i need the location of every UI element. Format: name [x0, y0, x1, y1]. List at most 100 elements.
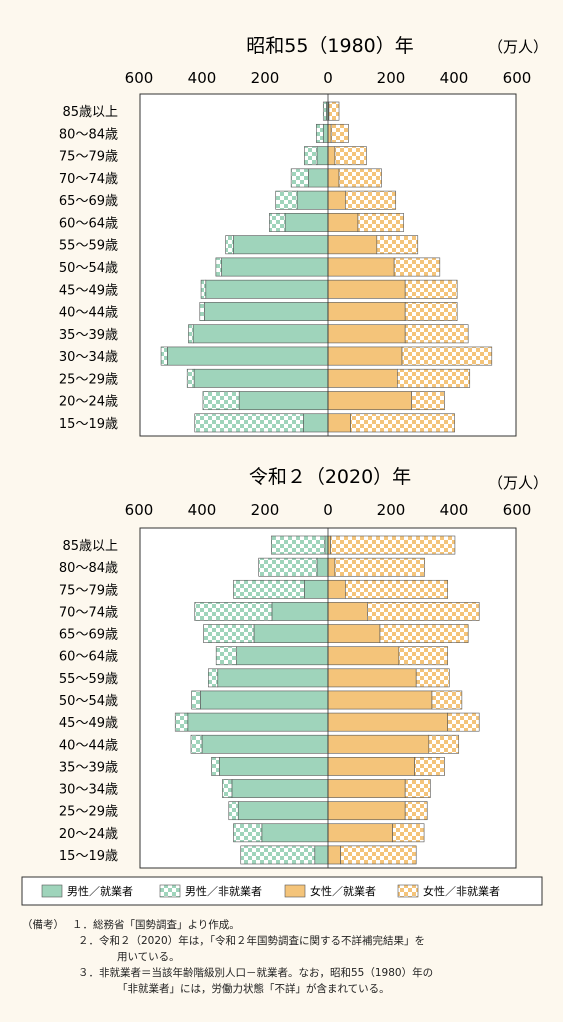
x-tick-label: 0	[323, 69, 333, 87]
x-tick-label: 200	[377, 501, 406, 519]
x-tick-label: 400	[440, 69, 469, 87]
x-tick-label: 400	[440, 501, 469, 519]
bar-male-employed	[316, 557, 329, 577]
bar-male-nonemployed	[194, 413, 304, 433]
bar-male-nonemployed	[316, 123, 324, 143]
bar-female-nonemployed	[334, 557, 426, 577]
bar-female-employed	[327, 391, 412, 411]
bar-female-employed	[327, 712, 448, 732]
bar-female-employed	[327, 668, 417, 688]
bar-female-employed	[327, 646, 400, 666]
bar-female-nonemployed	[338, 168, 382, 188]
bar-male-employed	[296, 190, 329, 210]
bar-male-employed	[201, 734, 329, 754]
note-2-cont: 用いている。	[117, 951, 180, 963]
bar-male-nonemployed	[275, 190, 298, 210]
bar-male-nonemployed	[208, 668, 219, 688]
legend-label: 男性／非就業者	[185, 884, 262, 898]
chart-title-2020: 令和２（2020）年	[249, 466, 411, 488]
bar-female-employed	[327, 123, 332, 143]
bar-female-nonemployed	[367, 602, 480, 621]
age-label: 55～59歳	[59, 672, 118, 687]
bar-female-employed	[327, 823, 393, 843]
bar-male-nonemployed	[228, 801, 239, 821]
bar-male-nonemployed	[233, 823, 263, 843]
bar-female-nonemployed	[404, 279, 458, 299]
notes: （備考） １．総務省「国勢調査」より作成。 ２．令和２（2020）年は，「令和２年…	[22, 917, 552, 997]
legend-swatch	[41, 884, 63, 898]
bar-female-employed	[327, 279, 406, 299]
bar-male-nonemployed	[194, 602, 273, 621]
bar-male-nonemployed	[191, 690, 201, 710]
unit-label-1980: （万人）	[488, 38, 548, 56]
bar-male-employed	[316, 146, 329, 166]
bar-male-employed	[253, 624, 329, 643]
age-label: 40～44歳	[59, 306, 118, 321]
age-label: 75～79歳	[59, 150, 118, 165]
bar-male-nonemployed	[190, 734, 203, 754]
age-label: 20～24歳	[59, 395, 118, 410]
bar-male-nonemployed	[202, 391, 240, 411]
bar-male-nonemployed	[188, 324, 194, 344]
bar-male-nonemployed	[174, 712, 189, 732]
bar-female-employed	[327, 324, 406, 344]
legend-label: 女性／就業者	[310, 884, 376, 898]
age-label: 15～19歳	[59, 849, 118, 864]
x-tick-label: 200	[377, 69, 406, 87]
pyramid-2020: 令和２（2020）年 （万人） 600 400 200 0 200 400 600 85歳以…	[59, 466, 548, 869]
bar-male-nonemployed	[199, 302, 205, 321]
bar-female-nonemployed	[431, 690, 463, 710]
bar-female-employed	[327, 801, 406, 821]
note-1: １．総務省「国勢調査」より作成。	[72, 919, 240, 931]
note-2: ２．令和２（2020）年は，「令和２年国勢調査に関する不詳補完結果」を	[78, 935, 425, 947]
bar-female-nonemployed	[376, 235, 419, 255]
legend-label: 女性／非就業者	[423, 884, 500, 898]
bar-male-employed	[284, 213, 329, 232]
bar-male-nonemployed	[233, 579, 305, 599]
bar-male-employed	[217, 668, 329, 688]
age-label: 85歳以上	[62, 105, 118, 120]
bar-male-nonemployed	[240, 845, 316, 865]
x-tick-label: 400	[188, 69, 217, 87]
bar-male-nonemployed	[290, 168, 309, 188]
bar-female-employed	[327, 602, 368, 621]
bar-female-nonemployed	[350, 413, 455, 433]
bar-female-employed	[327, 413, 351, 433]
bar-male-nonemployed	[269, 213, 286, 232]
age-label: 35～39歳	[59, 328, 118, 343]
age-label: 55～59歳	[59, 239, 118, 254]
bar-male-nonemployed	[160, 346, 168, 366]
age-label: 70～74歳	[59, 605, 118, 620]
x-tick-labels-1980: 600 400 200 0 200 400 600	[125, 69, 532, 87]
bar-male-employed	[237, 801, 329, 821]
bar-male-nonemployed	[225, 235, 234, 255]
bar-male-employed	[271, 602, 329, 621]
bar-male-employed	[167, 346, 329, 366]
bar-male-employed	[204, 302, 329, 321]
x-tick-label: 600	[503, 69, 532, 87]
age-label: 40～44歳	[59, 738, 118, 753]
bar-male-employed	[205, 279, 329, 299]
age-label: 30～34歳	[59, 783, 118, 798]
bar-female-nonemployed	[330, 535, 456, 555]
bar-female-employed	[327, 779, 406, 798]
x-tick-labels-2020: 600 400 200 0 200 400 600	[125, 501, 532, 519]
age-label: 25～29歳	[59, 805, 118, 820]
age-label: 20～24歳	[59, 827, 118, 842]
bar-male-employed	[308, 168, 329, 188]
bars-2020	[174, 528, 480, 868]
age-label: 75～79歳	[59, 583, 118, 598]
bar-female-employed	[327, 579, 346, 599]
bar-male-nonemployed	[258, 557, 318, 577]
bar-female-nonemployed	[379, 624, 469, 643]
bar-male-employed	[304, 579, 329, 599]
x-tick-label: 600	[125, 69, 154, 87]
bar-female-employed	[327, 302, 406, 321]
bar-male-nonemployed	[304, 146, 318, 166]
bar-male-nonemployed	[186, 368, 195, 388]
bar-male-nonemployed	[203, 624, 255, 643]
bar-female-employed	[327, 168, 340, 188]
bars-1980	[160, 94, 493, 436]
bar-female-nonemployed	[401, 346, 493, 366]
